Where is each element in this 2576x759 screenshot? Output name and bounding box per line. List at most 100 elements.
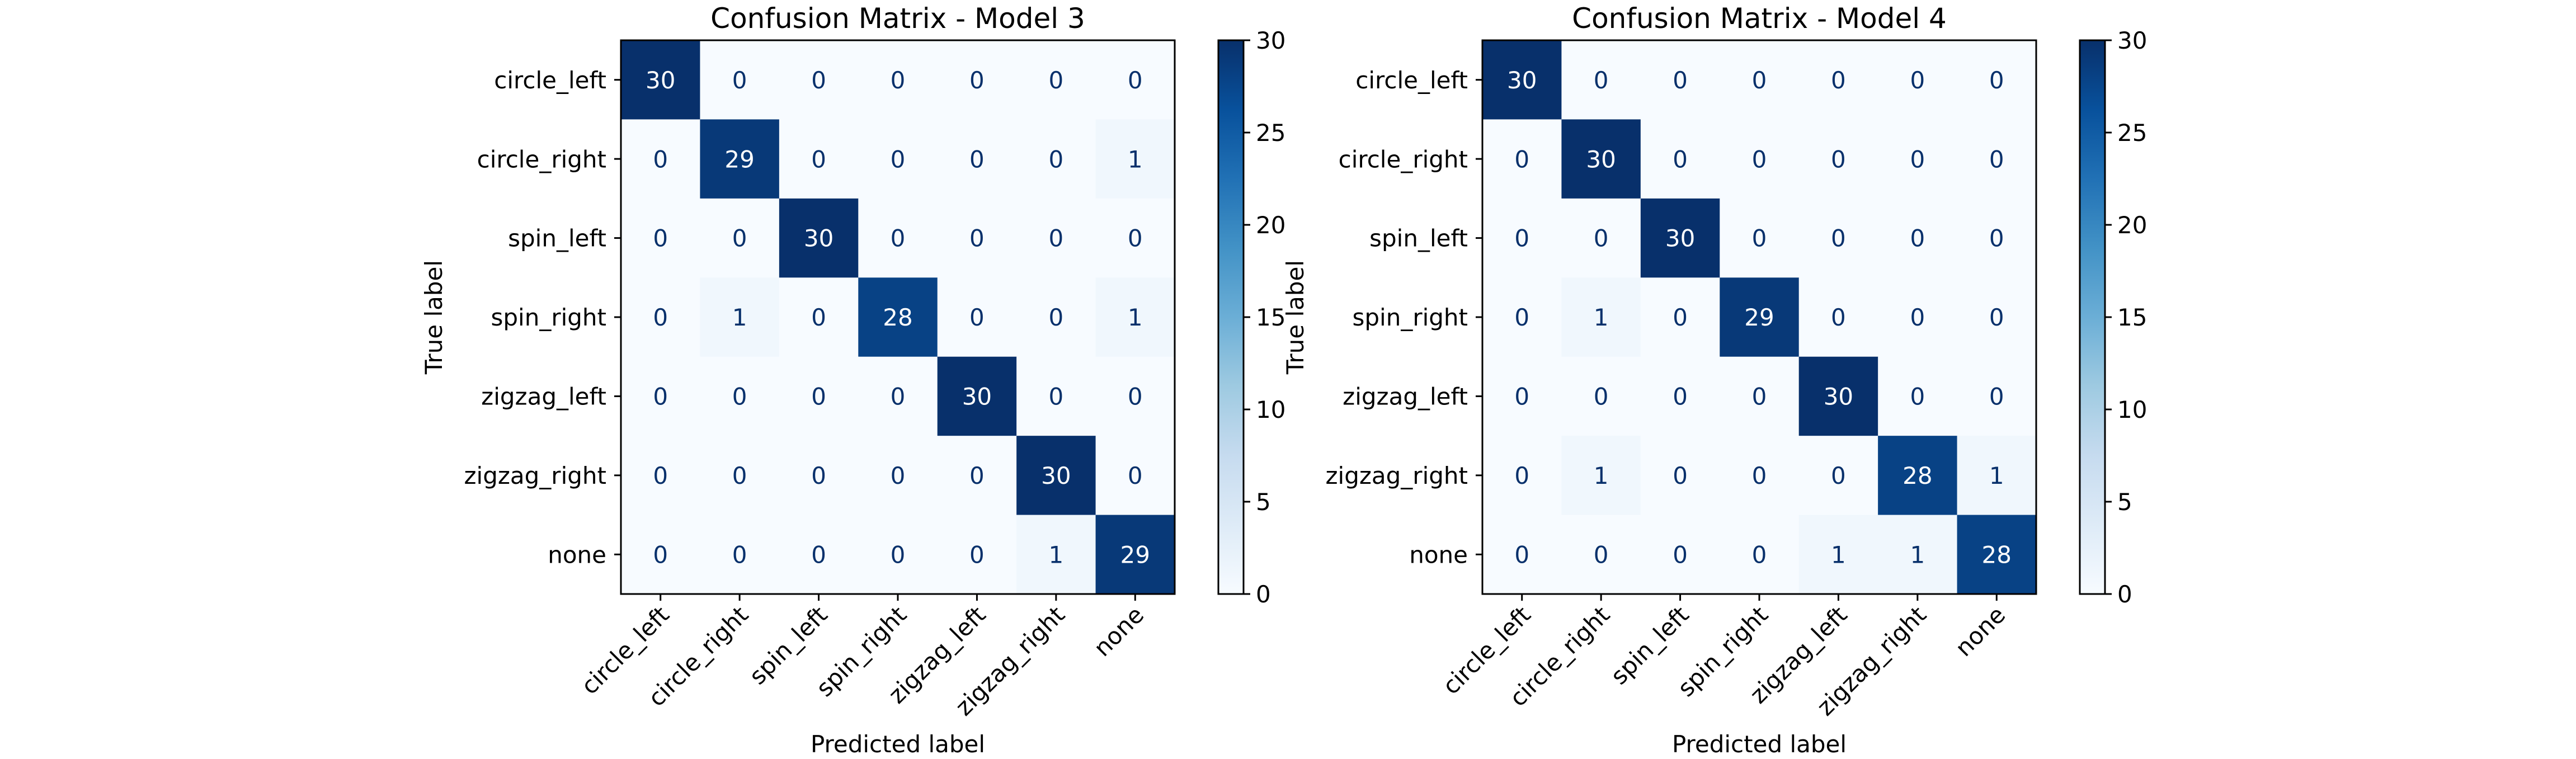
cell-value-label: 30 bbox=[1665, 225, 1695, 252]
heatmap-cell bbox=[1878, 119, 1958, 199]
cell-value-label: 0 bbox=[653, 541, 668, 568]
heatmap-cell bbox=[1640, 277, 1720, 357]
cell-value-label: 30 bbox=[1586, 145, 1616, 173]
cell-value-label: 0 bbox=[891, 67, 906, 94]
cell-value-label: 30 bbox=[1507, 67, 1537, 94]
cell-value-label: 29 bbox=[1744, 304, 1774, 331]
cell-value-label: 0 bbox=[1989, 145, 2004, 173]
heatmap-cell bbox=[1640, 119, 1720, 199]
cell-value-label: 0 bbox=[732, 462, 747, 489]
heatmap-cell bbox=[1640, 40, 1720, 120]
cell-value-label: 0 bbox=[969, 462, 985, 489]
y-tick-label: zigzag_right bbox=[464, 462, 606, 489]
y-tick-label: circle_left bbox=[494, 67, 606, 94]
cell-value-label: 0 bbox=[1989, 225, 2004, 252]
heatmap-cell bbox=[1720, 198, 1800, 278]
cell-value-label: 0 bbox=[1752, 383, 1767, 411]
cell-value-label: 0 bbox=[732, 383, 747, 411]
cell-value-label: 0 bbox=[1128, 67, 1143, 94]
cell-value-label: 0 bbox=[891, 145, 906, 173]
cell-value-label: 0 bbox=[969, 541, 985, 568]
y-tick-label: zigzag_left bbox=[481, 383, 606, 411]
heatmap-cell bbox=[937, 515, 1017, 595]
y-tick-label: spin_left bbox=[1369, 225, 1468, 252]
heatmap-cell bbox=[1720, 515, 1800, 595]
cell-value-label: 0 bbox=[811, 462, 826, 489]
cell-value-label: 0 bbox=[1048, 67, 1063, 94]
heatmap-cell bbox=[1957, 277, 2037, 357]
heatmap-cell bbox=[858, 198, 938, 278]
cell-value-label: 0 bbox=[891, 541, 906, 568]
heatmap-cell bbox=[621, 356, 700, 436]
cell-value-label: 0 bbox=[1673, 145, 1688, 173]
cell-value-label: 0 bbox=[1673, 304, 1688, 331]
heatmap-cell bbox=[621, 515, 700, 595]
heatmap-cell bbox=[779, 436, 859, 516]
heatmap-cell bbox=[779, 40, 859, 120]
y-tick-label: circle_right bbox=[1339, 145, 1468, 173]
colorbar-tick-label: 10 bbox=[1256, 396, 1285, 423]
cell-value-label: 0 bbox=[1910, 383, 1925, 411]
cell-value-label: 0 bbox=[811, 145, 826, 173]
heatmap-cell bbox=[700, 436, 780, 516]
colorbar-tick-label: 20 bbox=[2117, 211, 2147, 239]
cell-value-label: 1 bbox=[732, 304, 747, 331]
heatmap-cell bbox=[1798, 515, 1878, 595]
heatmap-cell bbox=[937, 40, 1017, 120]
heatmap-cell bbox=[1957, 515, 2037, 595]
heatmap-cell bbox=[700, 119, 780, 199]
cell-value-label: 1 bbox=[1594, 304, 1609, 331]
heatmap-cell bbox=[1720, 356, 1800, 436]
heatmap-cell bbox=[1720, 277, 1800, 357]
heatmap-cell bbox=[1878, 356, 1958, 436]
cell-value-label: 0 bbox=[1594, 67, 1609, 94]
heatmap-cell bbox=[858, 277, 938, 357]
heatmap-cell bbox=[1640, 198, 1720, 278]
heatmap-cell bbox=[621, 436, 700, 516]
x-axis-label: Predicted label bbox=[811, 730, 985, 758]
cell-value-label: 0 bbox=[1673, 541, 1688, 568]
cell-value-label: 1 bbox=[1831, 541, 1846, 568]
heatmap-cell bbox=[1798, 40, 1878, 120]
heatmap-cell bbox=[700, 356, 780, 436]
cell-value-label: 0 bbox=[1048, 304, 1063, 331]
heatmap-cell bbox=[1957, 356, 2037, 436]
heatmap-cell bbox=[858, 515, 938, 595]
colorbar-tick-label: 0 bbox=[1256, 581, 1271, 608]
cell-value-label: 1 bbox=[1128, 304, 1143, 331]
heatmap-cell bbox=[621, 277, 700, 357]
cell-value-label: 0 bbox=[891, 462, 906, 489]
colorbar bbox=[2079, 39, 2106, 595]
cell-value-label: 0 bbox=[1594, 383, 1609, 411]
heatmap-cell bbox=[621, 198, 700, 278]
heatmap-cell bbox=[1561, 119, 1641, 199]
heatmap-cell bbox=[1798, 436, 1878, 516]
cell-value-label: 0 bbox=[653, 462, 668, 489]
cell-value-label: 1 bbox=[1048, 541, 1063, 568]
cell-value-label: 29 bbox=[1120, 541, 1150, 568]
heatmap-cell bbox=[1798, 356, 1878, 436]
cell-value-label: 0 bbox=[891, 383, 906, 411]
colorbar-tick-label: 5 bbox=[2117, 488, 2132, 516]
cell-value-label: 0 bbox=[1514, 383, 1529, 411]
heatmap-cell bbox=[1016, 40, 1096, 120]
heatmap-cell bbox=[1482, 515, 1562, 595]
cell-value-label: 0 bbox=[1128, 383, 1143, 411]
heatmap-cell bbox=[1878, 40, 1958, 120]
heatmap-cell bbox=[1798, 198, 1878, 278]
cell-value-label: 0 bbox=[732, 541, 747, 568]
heatmap-cell bbox=[1640, 515, 1720, 595]
heatmap-cell bbox=[1016, 277, 1096, 357]
cell-value-label: 0 bbox=[1831, 304, 1846, 331]
cell-value-label: 0 bbox=[653, 225, 668, 252]
colorbar-tick-label: 20 bbox=[1256, 211, 1285, 239]
cell-value-label: 0 bbox=[891, 225, 906, 252]
heatmap-cell bbox=[1016, 198, 1096, 278]
cell-value-label: 0 bbox=[1989, 304, 2004, 331]
cell-value-label: 0 bbox=[969, 145, 985, 173]
cell-value-label: 0 bbox=[1514, 145, 1529, 173]
heatmap-cell bbox=[779, 119, 859, 199]
cell-value-label: 30 bbox=[1041, 462, 1071, 489]
heatmap-cell bbox=[700, 515, 780, 595]
heatmap-cell bbox=[779, 198, 859, 278]
